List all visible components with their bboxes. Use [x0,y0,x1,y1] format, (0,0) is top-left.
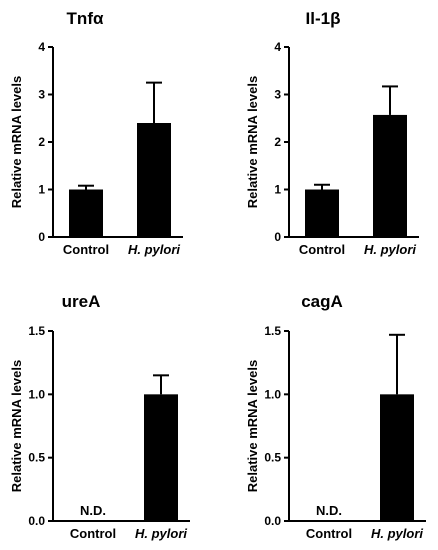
y-tick-label: 3 [274,88,281,102]
x-tick-label: Control [63,242,109,257]
chart-title: cagA [301,292,343,311]
y-tick-label: 0 [38,230,45,244]
y-tick-label: 1.0 [264,387,281,401]
bar [137,123,171,237]
y-tick-label: 2 [274,135,281,149]
y-tick-label: 1 [38,183,45,197]
x-tick-label: Control [70,526,116,541]
y-tick-label: 1.5 [264,324,281,338]
bar [380,394,414,521]
chart-panel: cagA 0.0 0.5 1.0 1.5 Relative mRNA levels N.D.… [245,292,426,541]
not-detected-label: N.D. [80,503,106,518]
y-tick-label: 4 [274,40,281,54]
y-tick-label: 1 [274,183,281,197]
x-tick-label: H. pylori [128,242,180,257]
y-axis-label: Relative mRNA levels [9,76,24,208]
x-tick-label: H. pylori [364,242,416,257]
y-tick-label: 0 [274,230,281,244]
bar [144,394,178,521]
chart-title: Il-1β [306,9,341,28]
y-tick-label: 0.5 [264,451,281,465]
x-tick-label: H. pylori [135,526,187,541]
chart-panel: Il-1β 0 1 2 3 4 Relative mRNA levels Control H. … [245,9,419,257]
y-tick-label: 0.0 [264,514,281,528]
not-detected-label: N.D. [316,503,342,518]
bar [373,114,407,237]
x-tick-label: Control [306,526,352,541]
x-tick-label: H. pylori [371,526,423,541]
y-tick-label: 4 [38,40,45,54]
y-tick-label: 1.5 [28,324,45,338]
y-axis-label: Relative mRNA levels [9,360,24,492]
bar [305,189,339,237]
y-tick-label: 2 [38,135,45,149]
chart-panel: ureA 0.0 0.5 1.0 1.5 Relative mRNA levels N.D.… [9,292,190,541]
chart-title: Tnfα [67,9,104,28]
chart-panel: Tnfα 0 1 2 3 4 Relative mRNA levels Control H. p… [9,9,183,257]
bar [69,189,103,237]
y-axis-label: Relative mRNA levels [245,76,260,208]
y-tick-label: 3 [38,88,45,102]
y-tick-label: 0.0 [28,514,45,528]
chart-title: ureA [62,292,101,311]
y-tick-label: 0.5 [28,451,45,465]
y-tick-label: 1.0 [28,387,45,401]
y-axis-label: Relative mRNA levels [245,360,260,492]
x-tick-label: Control [299,242,345,257]
